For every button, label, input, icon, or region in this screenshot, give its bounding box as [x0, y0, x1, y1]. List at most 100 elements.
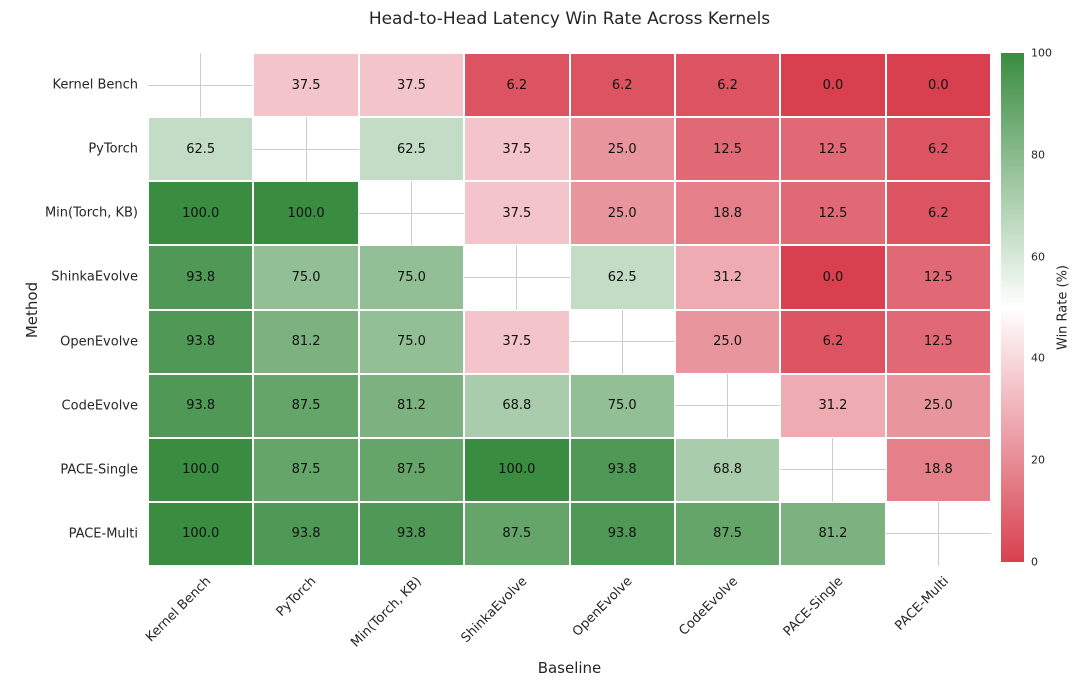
cell-value: 25.0	[713, 334, 743, 350]
heatmap-cell: 6.2	[465, 54, 569, 117]
cell-value: 6.2	[822, 334, 844, 350]
heatmap-cell: 6.2	[781, 310, 885, 373]
heatmap-masked-cell	[358, 181, 465, 246]
heatmap-cell: 100.0	[149, 438, 253, 501]
heatmap-masked-cell	[464, 245, 570, 310]
cell-value: 37.5	[291, 77, 321, 93]
cell-value: 100.0	[182, 462, 220, 478]
cell-value: 81.2	[291, 334, 321, 350]
cell-value: 93.8	[186, 398, 216, 414]
cell-value: 81.2	[818, 526, 848, 542]
y-tick-label: PACE-Single	[60, 462, 138, 478]
cell-value: 87.5	[291, 398, 321, 414]
x-tick-label: PyTorch	[273, 574, 320, 620]
y-tick-label: CodeEvolve	[61, 398, 138, 414]
cell-value: 12.5	[818, 141, 848, 157]
heatmap-cell: 0.0	[781, 246, 885, 309]
heatmap-cell: 93.8	[149, 310, 253, 373]
heatmap-cell: 81.2	[781, 502, 885, 565]
colorbar-tick-label: 80	[1031, 148, 1045, 162]
heatmap-cell: 75.0	[254, 246, 358, 309]
y-tick-label: PACE-Multi	[68, 526, 138, 542]
cell-value: 93.8	[291, 526, 321, 542]
cell-value: 100.0	[498, 462, 536, 478]
cell-value: 93.8	[186, 334, 216, 350]
heatmap-cell: 87.5	[675, 502, 780, 565]
y-tick-label: Min(Torch, KB)	[44, 205, 138, 221]
heatmap-cell: 0.0	[886, 54, 990, 117]
heatmap-cell: 93.8	[359, 502, 464, 565]
cell-value: 62.5	[396, 141, 426, 157]
x-tick-label: PACE-Multi	[892, 574, 952, 634]
heatmap-cell: 93.8	[254, 502, 358, 565]
gridline-vertical	[200, 53, 202, 118]
colorbar	[1001, 53, 1024, 562]
cell-value: 6.2	[717, 77, 738, 93]
cell-value: 87.5	[502, 526, 532, 542]
heatmap-cell: 25.0	[570, 118, 674, 181]
y-axis-label: Method	[23, 281, 41, 339]
cell-value: 62.5	[186, 141, 216, 157]
cell-value: 93.8	[186, 269, 216, 285]
cell-value: 100.0	[182, 205, 220, 221]
cell-value: 93.8	[607, 462, 637, 478]
cell-value: 25.0	[607, 205, 637, 221]
cell-value: 37.5	[502, 141, 532, 157]
cell-value: 68.8	[713, 462, 743, 478]
cell-value: 25.0	[923, 398, 953, 414]
x-tick-label: ShinkaEvolve	[458, 574, 531, 646]
cell-value: 0.0	[927, 77, 949, 93]
heatmap-cell: 18.8	[675, 182, 780, 245]
colorbar-tick-label: 20	[1031, 453, 1045, 467]
gridline-vertical	[305, 117, 307, 182]
cell-value: 81.2	[396, 398, 426, 414]
y-tick-label: ShinkaEvolve	[51, 269, 138, 285]
cell-value: 75.0	[607, 398, 637, 414]
heatmap-cell: 31.2	[675, 246, 780, 309]
y-tick-label: Kernel Bench	[52, 77, 138, 93]
x-tick-label: Min(Torch, KB)	[348, 574, 426, 651]
cell-value: 6.2	[927, 205, 949, 221]
cell-value: 31.2	[713, 269, 743, 285]
heatmap-masked-cell	[148, 53, 254, 118]
heatmap-cell: 81.2	[254, 310, 358, 373]
heatmap-cell: 62.5	[570, 246, 674, 309]
heatmap-cell: 25.0	[886, 374, 990, 437]
cell-value: 93.8	[396, 526, 426, 542]
heatmap-cell: 12.5	[675, 118, 780, 181]
heatmap-cell: 6.2	[570, 54, 674, 117]
heatmap-cell: 87.5	[254, 438, 358, 501]
heatmap-cell: 100.0	[254, 182, 358, 245]
cell-value: 37.5	[396, 77, 426, 93]
heatmap-cell: 37.5	[465, 118, 569, 181]
gridline-vertical	[621, 309, 623, 374]
cell-value: 87.5	[291, 462, 321, 478]
cell-value: 12.5	[818, 205, 848, 221]
y-tick-label: OpenEvolve	[60, 334, 138, 350]
heatmap-cell: 12.5	[781, 182, 885, 245]
x-tick-label: CodeEvolve	[676, 574, 742, 639]
colorbar-tick-label: 0	[1031, 555, 1038, 569]
gridline-vertical	[516, 245, 518, 310]
x-axis-label: Baseline	[537, 659, 602, 677]
heatmap-cell: 75.0	[359, 310, 464, 373]
cell-value: 37.5	[502, 334, 532, 350]
gridline-vertical	[410, 181, 412, 246]
gridline-vertical	[937, 501, 939, 566]
cell-value: 12.5	[923, 334, 953, 350]
heatmap-cell: 93.8	[149, 246, 253, 309]
cell-value: 12.5	[923, 269, 953, 285]
cell-value: 31.2	[818, 398, 848, 414]
cell-value: 6.2	[927, 141, 949, 157]
cell-value: 100.0	[287, 205, 325, 221]
heatmap-cell: 100.0	[149, 182, 253, 245]
heatmap-cell: 75.0	[359, 246, 464, 309]
heatmap-cell: 100.0	[465, 438, 569, 501]
x-tick-label: OpenEvolve	[570, 574, 636, 640]
cell-value: 6.2	[506, 77, 528, 93]
colorbar-tick-label: 40	[1031, 351, 1045, 365]
heatmap-cell: 37.5	[465, 182, 569, 245]
heatmap-cell: 62.5	[359, 118, 464, 181]
heatmap-cell: 25.0	[675, 310, 780, 373]
